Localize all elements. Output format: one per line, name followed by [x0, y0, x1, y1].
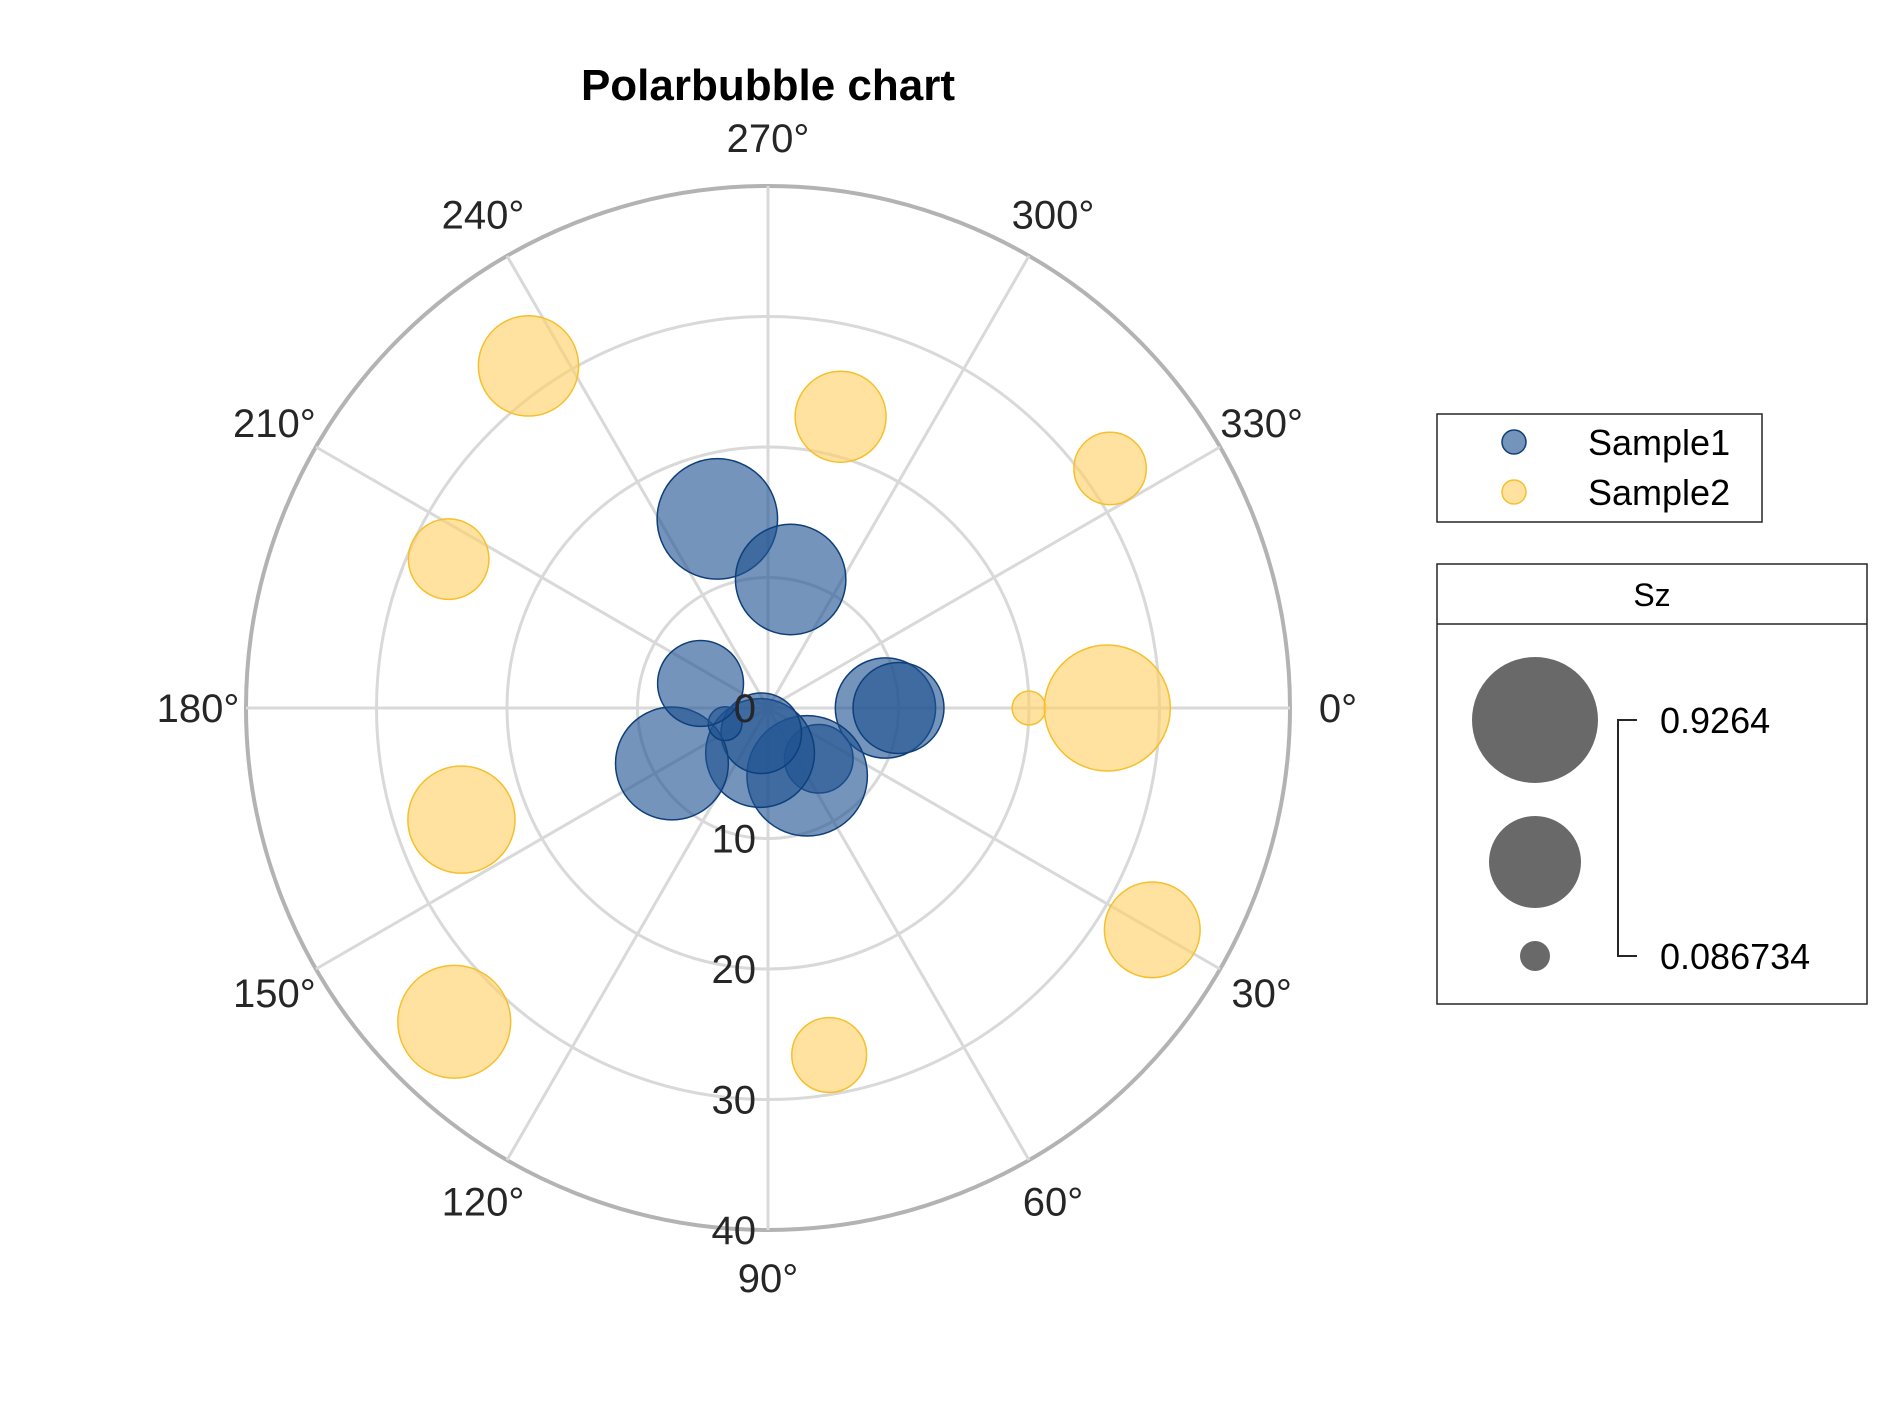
r-tick-label-40: 40 — [712, 1209, 757, 1253]
theta-tick-label-0: 0° — [1319, 687, 1357, 731]
bubble-sample1-10 — [734, 523, 847, 636]
angular-gridline-330 — [767, 445, 1221, 710]
bubble-sample2-9 — [1073, 431, 1148, 506]
bubble-layer — [397, 315, 1201, 1094]
angular-gridline-300 — [766, 255, 1031, 709]
legend-label-sample1: Sample1 — [1588, 422, 1730, 463]
bubble-sample2-4 — [397, 964, 512, 1079]
legend-marker-sample1 — [1501, 429, 1527, 455]
theta-tick-label-30: 30° — [1231, 972, 1292, 1016]
legend-marker-sample2 — [1501, 479, 1527, 505]
size-legend-bubble-large — [1472, 657, 1598, 783]
size-legend-bubble-small — [1520, 941, 1550, 971]
theta-tick-label-240: 240° — [442, 193, 525, 237]
bubble-sample1-1 — [852, 661, 945, 755]
theta-tick-label-210: 210° — [233, 402, 316, 446]
size-legend-box — [1436, 563, 1868, 1005]
bubble-sample2-1 — [1043, 644, 1172, 772]
size-legend-max-label: 0.9264 — [1660, 700, 1770, 741]
series-legend-box — [1436, 413, 1763, 523]
bubble-sample2-6 — [407, 518, 490, 601]
theta-tick-label-330: 330° — [1220, 402, 1303, 446]
series-legend: Sample1 Sample2 — [1436, 413, 1763, 523]
bubble-sample1-8 — [656, 639, 745, 728]
bubble-sample2-5 — [407, 765, 516, 874]
tick-labels: 0° 30° 60° 90° 120° 150° 180° 210° 240° 270° 300° 3… — [157, 117, 1357, 1301]
bubble-sample2-2 — [1103, 881, 1201, 979]
bubble-sample2-0 — [1011, 690, 1047, 726]
theta-tick-label-270: 270° — [727, 117, 810, 161]
r-tick-label-10: 10 — [712, 818, 757, 862]
size-legend-title: Sz — [1633, 577, 1670, 613]
theta-tick-label-300: 300° — [1012, 193, 1095, 237]
bubble-sample2-7 — [477, 315, 580, 417]
size-legend-bubble-medium — [1489, 816, 1581, 908]
legend-label-sample2: Sample2 — [1588, 472, 1730, 513]
size-legend-min-label: 0.086734 — [1660, 936, 1810, 977]
r-tick-label-30: 30 — [712, 1079, 757, 1123]
r-tick-label-0: 0 — [734, 687, 756, 731]
theta-tick-label-60: 60° — [1023, 1181, 1084, 1225]
chart-title: Polarbubble chart — [581, 61, 955, 110]
theta-tick-label-150: 150° — [233, 972, 316, 1016]
r-tick-label-20: 20 — [712, 948, 757, 992]
bubble-sample2-8 — [794, 370, 887, 463]
bubble-sample2-3 — [791, 1016, 868, 1094]
size-legend-bracket — [1617, 719, 1637, 957]
size-legend: Sz 0.9264 0.086734 — [1436, 563, 1868, 1005]
theta-tick-label-90: 90° — [738, 1257, 799, 1301]
theta-tick-label-120: 120° — [442, 1181, 525, 1225]
theta-tick-label-180: 180° — [157, 687, 240, 731]
